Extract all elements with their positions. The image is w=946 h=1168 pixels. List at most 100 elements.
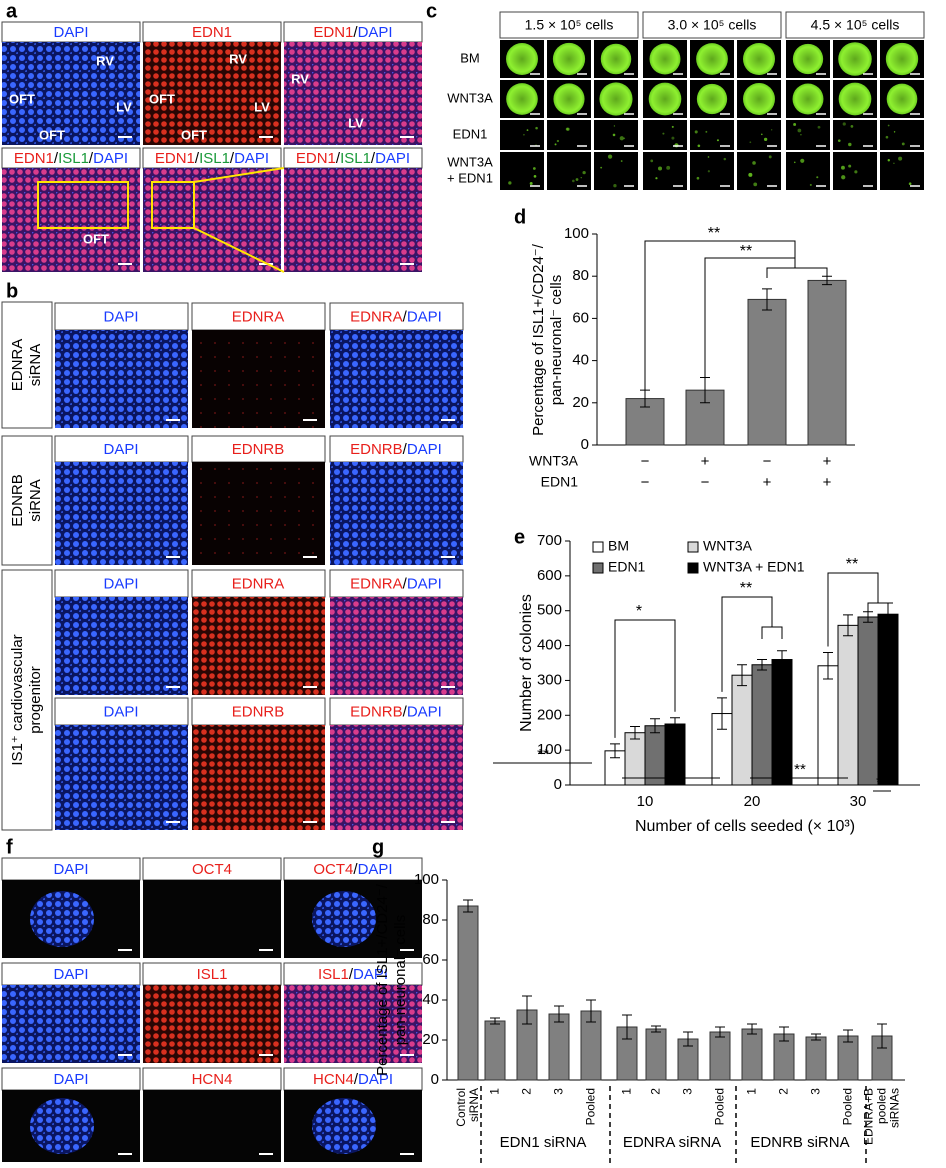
title-part: / (354, 1071, 359, 1088)
x-tick-label: 2 (648, 1088, 663, 1095)
row-label: progenitor (27, 666, 44, 734)
bar (857, 616, 879, 786)
row-label: siRNA (27, 479, 44, 522)
panel-title: HCN4 (192, 1071, 233, 1088)
panel-title: EDNRA/DAPI (350, 308, 442, 325)
significance: ** (846, 556, 858, 573)
title-box (329, 435, 464, 463)
speck (582, 171, 586, 175)
region-label: RV (229, 51, 247, 66)
colony (599, 82, 633, 116)
y-tick-label: 200 (537, 706, 562, 723)
speck (707, 170, 710, 173)
title-part: ISL1 (318, 966, 349, 983)
title-part: EDNRB (350, 703, 403, 720)
speck (817, 125, 821, 129)
speck (898, 156, 903, 161)
bar (771, 659, 793, 786)
y-tick-label: 400 (537, 637, 562, 654)
micrograph (143, 42, 281, 145)
micrograph (330, 725, 463, 830)
speck (749, 141, 752, 144)
panel-letter: g (372, 836, 384, 858)
x-tick-label: 10 (637, 793, 654, 810)
bar (837, 1035, 859, 1081)
inset-box (151, 181, 195, 229)
speck (760, 133, 763, 136)
speck (841, 175, 846, 180)
error-bar (586, 999, 596, 1023)
speck (800, 134, 802, 136)
colony-image (594, 152, 638, 190)
title-part: EDNRA (232, 308, 285, 325)
row-label: WNT3A (447, 154, 493, 169)
significance: * (636, 603, 642, 620)
significance-bracket (827, 572, 889, 647)
column-header: 1.5 × 10⁵ cells (525, 17, 614, 33)
colony-image (547, 152, 591, 190)
colony (743, 83, 775, 115)
error-bar (554, 1005, 564, 1023)
x-tick-label: 1 (487, 1088, 502, 1095)
micrograph (330, 330, 463, 428)
x-tick-label: Pooled (712, 1088, 727, 1126)
title-part: OCT4 (192, 861, 232, 878)
speck (575, 178, 579, 181)
title-part: EDNRB (232, 441, 285, 458)
speck (532, 167, 536, 170)
panel-title: DAPI (103, 308, 138, 325)
condition-sign: − (641, 453, 650, 470)
title-part: DAPI (53, 24, 88, 41)
speck (837, 139, 841, 142)
colony (506, 83, 538, 115)
colony (742, 42, 776, 76)
bar (457, 905, 479, 1081)
title-part: EDNRA (232, 575, 285, 592)
speck (613, 184, 617, 188)
micrograph (284, 985, 422, 1063)
micrograph (55, 725, 188, 830)
condition-sign: − (701, 474, 710, 491)
x-tick-label: 1 (744, 1088, 759, 1095)
bar (747, 298, 787, 446)
title-part: DAPI (234, 150, 269, 167)
speck (908, 182, 912, 186)
column-header: 4.5 × 10⁵ cells (811, 17, 900, 33)
title-box (785, 11, 925, 39)
title-part: DAPI (375, 150, 410, 167)
speck (613, 125, 616, 127)
y-tick-label: 60 (572, 309, 589, 326)
row-label: + EDN1 (447, 170, 493, 185)
panel-title: EDNRB/DAPI (350, 703, 442, 720)
error-bar (463, 899, 473, 913)
error-bar (843, 614, 853, 637)
speck (572, 179, 575, 183)
row-label: BM (460, 50, 480, 65)
speck (885, 135, 889, 139)
significance-bracket (704, 257, 828, 378)
speck (600, 166, 603, 169)
panel-letter: c (426, 0, 437, 22)
title-box (54, 302, 189, 331)
y-tick-label: 20 (572, 394, 589, 411)
micrograph (192, 725, 325, 830)
y-tick-label: 80 (572, 267, 589, 284)
title-box (499, 11, 639, 39)
title-part: / (403, 308, 408, 325)
title-part: ISL1 (197, 966, 228, 983)
title-part: DAPI (93, 150, 128, 167)
title-part: DAPI (103, 703, 138, 720)
panel-title: EDN1/DAPI (313, 24, 392, 41)
speck (848, 164, 852, 168)
x-tick-label: 3 (680, 1088, 695, 1095)
title-part: / (230, 150, 235, 167)
speck (526, 129, 529, 132)
bar (817, 665, 839, 786)
title-box (191, 697, 326, 726)
error-bar (522, 995, 532, 1025)
colony-image (594, 120, 638, 150)
title-part: / (403, 575, 408, 592)
x-tick-label: 1 (619, 1088, 634, 1095)
panel-title: OCT4/DAPI (313, 861, 392, 878)
